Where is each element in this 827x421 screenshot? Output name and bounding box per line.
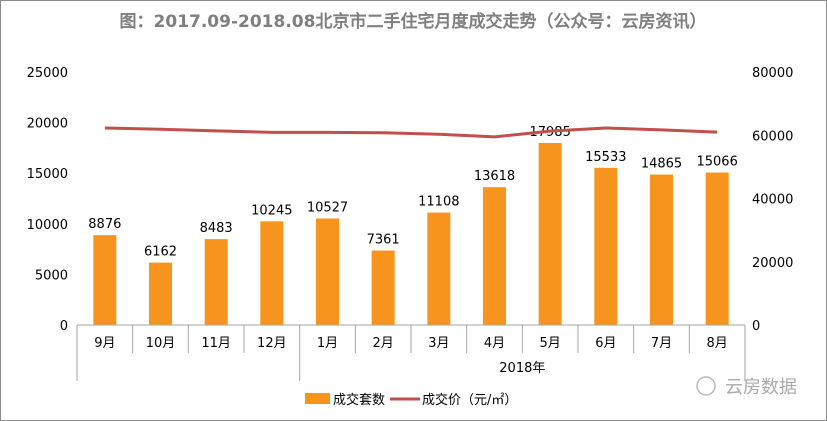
bar-data-label: 10245 [251,203,292,218]
bar [149,262,172,325]
left-tick-label: 25000 [27,66,68,81]
right-tick-label: 60000 [752,129,793,144]
watermark-text: 云房数据 [725,377,797,398]
x-tick-label: 2月 [373,336,394,351]
x-tick-label: 10月 [146,336,176,351]
right-tick-label: 20000 [752,256,793,271]
left-tick-label: 15000 [27,167,68,182]
bar [204,239,228,325]
left-tick-label: 20000 [27,117,68,132]
legend-bar-swatch [305,393,330,404]
left-tick-label: 5000 [35,268,68,283]
bar [483,187,506,325]
bar-data-label: 15066 [696,155,737,170]
bar-data-label: 7361 [367,233,400,248]
right-tick-label: 40000 [752,193,793,208]
bar [93,235,117,325]
x-tick-label: 1月 [317,336,338,351]
bar [650,174,673,325]
bar-data-label: 10527 [307,200,348,215]
x-tick-label: 12月 [257,336,287,351]
x-tick-label: 11月 [201,336,231,351]
bar-data-label: 11108 [418,195,459,210]
bar [371,250,395,325]
right-tick-label: 0 [752,319,760,334]
left-tick-label: 0 [60,319,68,334]
x-tick-label: 3月 [428,336,449,351]
x-tick-label: 5月 [540,336,561,351]
legend-bar-label: 成交套数 [333,392,385,408]
bar [260,221,284,325]
price-line [104,126,718,139]
wechat-icon [696,376,716,396]
bar-data-label: 15533 [585,150,626,165]
bar [594,167,618,325]
bar-data-label: 13618 [474,169,515,184]
x-tick-label: 6月 [595,336,616,351]
x-tick-label: 9月 [94,336,115,351]
x-tick-label: 8月 [707,336,728,351]
chart-title: 图：2017.09-2018.08北京市二手住宅月度成交走势（公众号：云房资讯） [120,11,707,32]
bar [705,172,729,325]
right-tick-label: 80000 [752,66,793,81]
x-tick-label: 4月 [484,336,505,351]
left-tick-label: 10000 [27,218,68,233]
bar [316,218,339,325]
bar-data-label: 8483 [200,221,233,236]
bar [538,142,562,325]
watermark: 云房数据 [696,376,797,398]
x-tick-label: 7月 [651,336,672,351]
bar-data-label: 14865 [641,157,682,172]
bar-data-label: 8876 [88,217,121,232]
legend-line-label: 成交价（元/㎡） [422,392,517,408]
bar-data-label: 6162 [144,245,177,260]
bar [427,212,451,325]
group-label: 2018年 [499,361,545,376]
